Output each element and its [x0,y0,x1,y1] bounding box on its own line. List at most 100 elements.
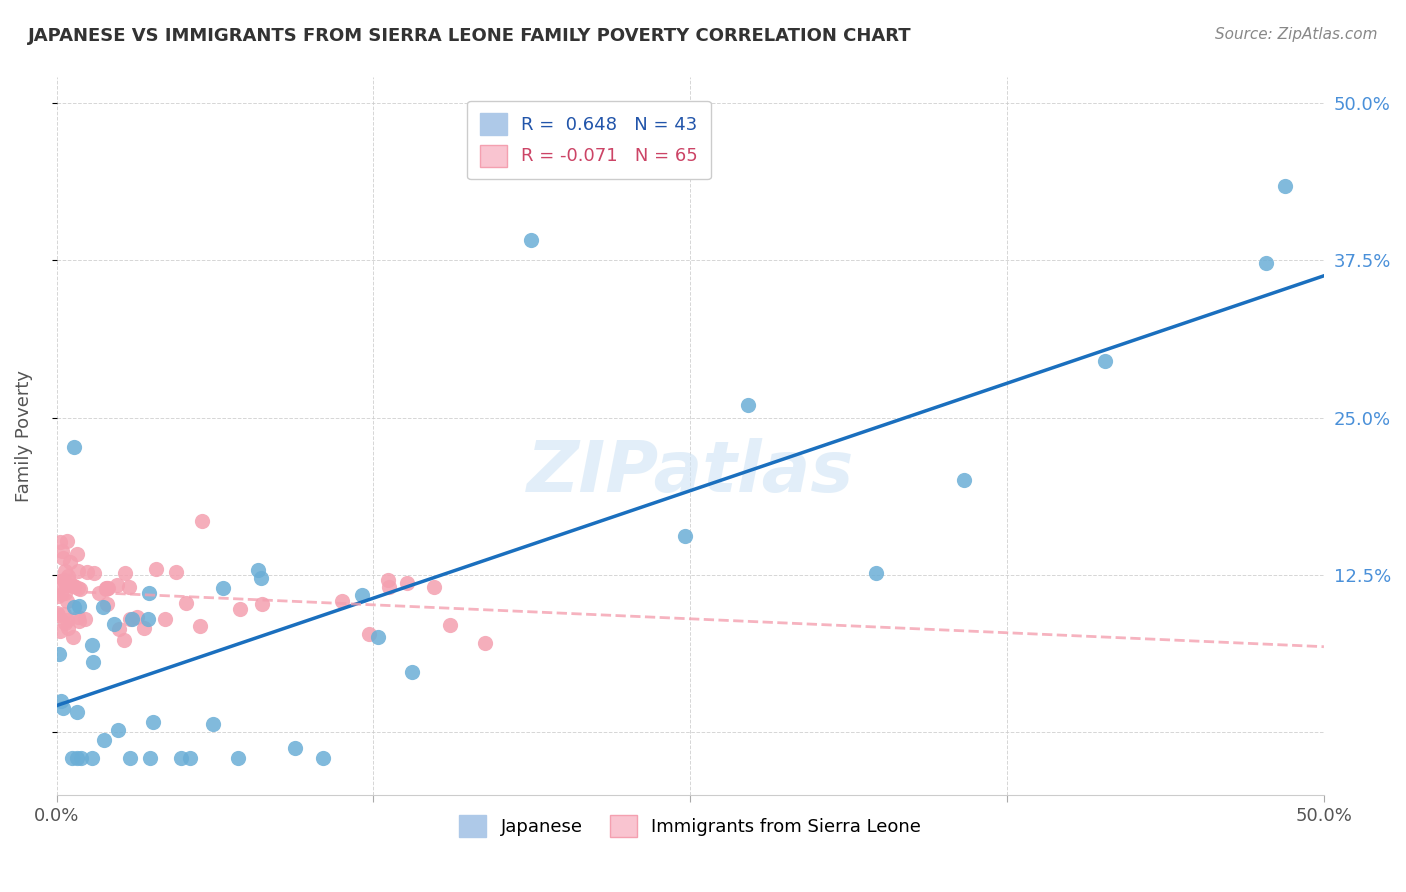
Point [51,544,73,558]
Point [357,627,380,641]
Point [378,580,401,594]
Point [139,750,162,764]
Point [62,599,84,614]
Point [53,616,76,631]
Point [67,599,90,614]
Point [105,578,128,592]
Point [96,581,118,595]
Point [284,741,307,756]
Point [474,636,496,650]
Point [252,597,274,611]
Point [51,586,73,600]
Text: Source: ZipAtlas.com: Source: ZipAtlas.com [1215,27,1378,42]
Point [56,594,79,608]
Point [350,588,373,602]
Point [80,750,103,764]
Point [118,750,141,764]
Point [66,565,89,579]
Point [170,750,193,764]
Point [93,733,115,747]
Legend: Japanese, Immigrants from Sierra Leone: Japanese, Immigrants from Sierra Leone [451,807,928,844]
Point [91,599,114,614]
Point [48,574,70,588]
Point [179,750,201,764]
Point [76,565,98,579]
Point [118,581,141,595]
Point [1274,179,1296,194]
Point [249,571,271,585]
Point [108,622,131,636]
Point [49,624,72,638]
Point [56,613,79,627]
Point [53,607,76,621]
Point [396,575,419,590]
Point [142,715,165,730]
Point [114,632,136,647]
Point [94,582,117,596]
Point [145,562,167,576]
Point [62,630,84,644]
Point [62,440,84,454]
Point [96,582,118,596]
Point [53,564,76,578]
Point [118,612,141,626]
Point [246,563,269,577]
Point [107,723,129,738]
Point [55,577,77,591]
Point [80,638,103,652]
Point [52,701,75,715]
Point [66,547,89,561]
Point [96,597,118,611]
Point [211,581,233,595]
Point [952,474,974,488]
Point [520,233,543,247]
Point [188,619,211,633]
Point [191,514,214,528]
Point [69,582,91,597]
Point [330,594,353,608]
Point [56,534,79,549]
Point [48,647,70,661]
Point [46,607,69,622]
Point [66,750,89,764]
Point [83,566,105,580]
Point [165,566,187,580]
Point [121,612,143,626]
Point [46,589,69,603]
Point [59,555,82,569]
Point [82,655,104,669]
Point [58,569,80,583]
Point [226,750,249,764]
Point [60,750,83,764]
Point [55,575,77,590]
Point [66,610,89,624]
Point [673,529,696,543]
Point [229,602,252,616]
Point [132,622,155,636]
Point [67,614,90,628]
Point [89,585,111,599]
Point [49,535,72,549]
Point [367,630,389,644]
Point [45,606,67,620]
Point [75,612,97,626]
Point [401,665,423,680]
Point [1094,353,1116,368]
Point [865,566,887,580]
Point [58,621,80,635]
Point [174,597,197,611]
Point [136,612,159,626]
Text: ZIPatlas: ZIPatlas [527,438,853,507]
Point [51,694,73,708]
Y-axis label: Family Poverty: Family Poverty [15,370,32,502]
Point [1254,256,1277,270]
Point [201,716,224,731]
Point [62,579,84,593]
Point [97,581,120,595]
Point [53,586,76,600]
Point [69,750,91,764]
Point [311,750,333,764]
Point [114,566,136,581]
Point [62,579,84,593]
Point [103,616,125,631]
